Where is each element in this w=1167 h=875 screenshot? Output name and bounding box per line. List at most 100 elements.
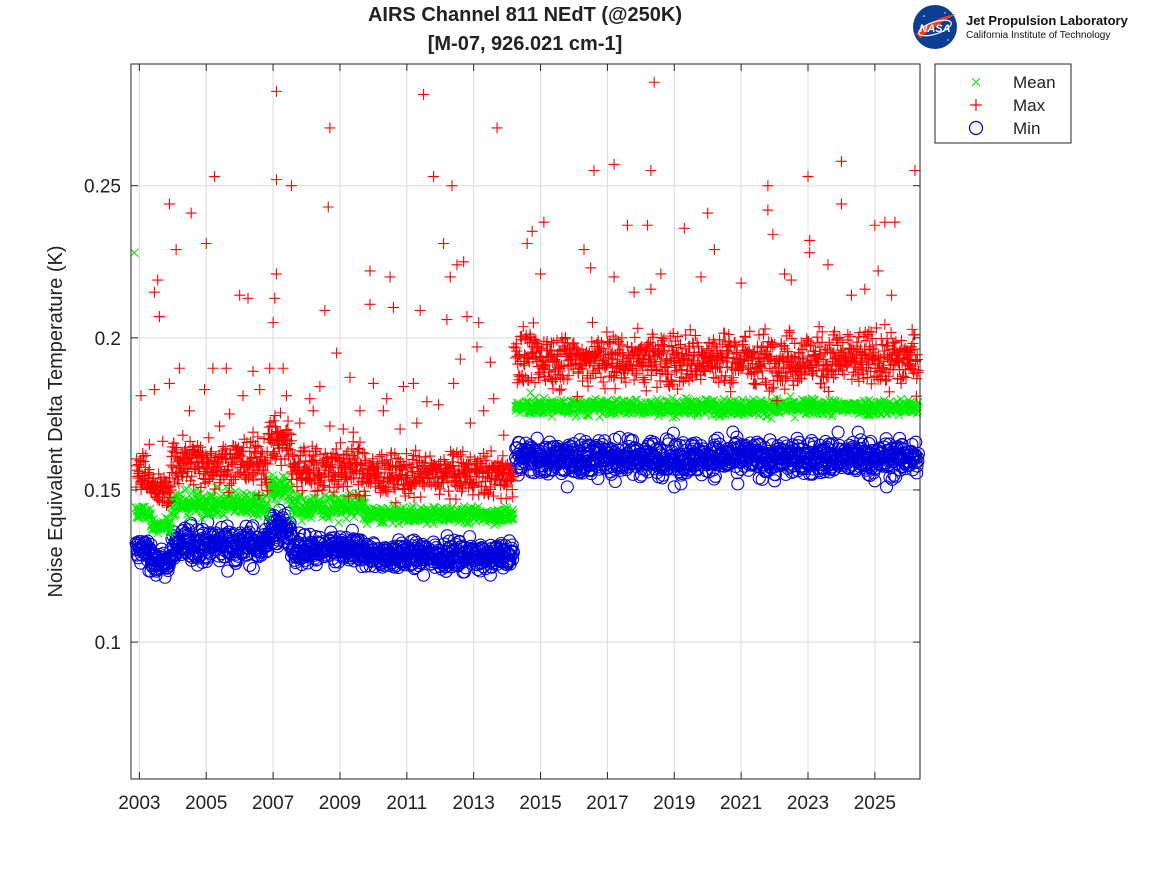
chart-title-line2: [M-07, 926.021 cm-1]: [427, 33, 623, 55]
nasa-wordmark: NASA: [919, 23, 950, 35]
data-point-min: [439, 564, 453, 578]
data-point-max: [527, 317, 539, 329]
data-point-min: [221, 564, 235, 578]
data-point-max: [507, 491, 519, 503]
data-point-mean: [165, 526, 175, 536]
data-point-min: [326, 537, 340, 551]
data-point-mean: [169, 509, 178, 519]
data-point-min: [612, 430, 627, 444]
data-point-max: [203, 432, 215, 444]
data-point-min: [231, 549, 245, 563]
data-point-min: [910, 459, 924, 473]
data-point-min: [804, 434, 819, 448]
series-min: [129, 425, 925, 584]
outlier-point-min: [667, 480, 681, 494]
data-point-min: [842, 461, 856, 476]
data-point-min: [777, 436, 791, 450]
data-point-min: [284, 529, 298, 543]
data-point-max: [252, 431, 264, 443]
data-point-mean: [197, 514, 207, 523]
outlier-point-min: [530, 431, 544, 445]
data-point-max: [311, 485, 323, 497]
data-point-mean: [188, 486, 198, 496]
data-point-min: [748, 438, 762, 452]
data-point-min: [687, 439, 701, 453]
data-point-min: [279, 530, 293, 544]
outlier-point-min: [711, 431, 725, 445]
data-point-max: [517, 321, 529, 333]
data-marks: [129, 76, 925, 584]
data-point-min: [817, 442, 832, 456]
data-point-min: [503, 554, 517, 568]
data-point-min: [591, 471, 605, 486]
data-point-min: [243, 558, 257, 572]
outlier-point-min: [731, 477, 745, 491]
outlier-point-min: [880, 480, 894, 494]
data-point-min: [295, 558, 309, 572]
data-point-max: [140, 449, 152, 461]
series-mean: [129, 248, 923, 539]
data-point-max: [275, 407, 287, 419]
data-point-min: [471, 562, 485, 577]
outlier-point-min: [868, 474, 882, 488]
outlier-point-min: [416, 568, 431, 582]
data-point-min: [668, 439, 682, 453]
data-point-max: [448, 448, 460, 460]
data-point-mean: [164, 518, 174, 528]
data-point-min: [707, 472, 721, 486]
data-point-min: [864, 434, 878, 448]
data-point-min: [695, 468, 709, 482]
data-point-min: [911, 454, 925, 468]
jpl-lab-name: Jet Propulsion Laboratory: [966, 13, 1128, 28]
data-point-mean: [171, 509, 181, 519]
data-point-min: [284, 522, 298, 536]
outlier-point-min: [560, 480, 574, 494]
data-point-min: [277, 527, 291, 541]
outlier-point-min: [644, 434, 658, 448]
data-point-mean: [146, 510, 156, 520]
data-point-mean: [146, 509, 155, 518]
data-point-mean: [183, 512, 193, 522]
chart-title-line1: AIRS Channel 811 NEdT (@250K): [367, 4, 683, 26]
data-point-min: [768, 468, 782, 482]
jpl-logo: NASA Jet Propulsion Laboratory Californi…: [912, 4, 1162, 50]
data-point-max: [497, 450, 509, 462]
data-point-min: [889, 470, 903, 484]
data-point-min: [191, 547, 205, 561]
data-point-max: [473, 489, 485, 501]
data-point-min: [506, 545, 520, 559]
data-point-min: [463, 530, 477, 544]
outlier-point-mean: [129, 248, 139, 258]
data-point-max: [511, 377, 523, 389]
data-point-mean: [334, 518, 344, 527]
outlier-point-mean: [526, 388, 535, 397]
data-point-max: [400, 448, 412, 460]
outlier-point-min: [851, 425, 865, 439]
data-point-max: [443, 485, 455, 497]
outlier-point-min: [674, 477, 688, 491]
data-point-min: [779, 467, 793, 481]
data-point-mean: [192, 489, 202, 499]
data-point-min: [608, 474, 622, 489]
data-point-max: [415, 491, 427, 503]
outlier-point-min: [149, 568, 163, 582]
jpl-institute: California Institute of Technology: [966, 30, 1111, 41]
data-point-min: [847, 439, 861, 453]
data-point-mean: [182, 484, 192, 494]
data-point-max: [130, 481, 142, 493]
outlier-point-min: [768, 474, 782, 488]
data-point-mean: [219, 510, 229, 520]
data-point-min: [911, 447, 925, 461]
data-point-max: [331, 481, 343, 493]
outlier-point-min: [831, 425, 845, 439]
data-point-min: [188, 549, 202, 563]
data-point-min: [272, 503, 286, 517]
data-point-min: [246, 519, 260, 533]
data-point-min: [259, 545, 273, 559]
data-point-max: [354, 436, 366, 448]
outlier-point-min: [483, 568, 497, 582]
data-point-max: [282, 415, 294, 427]
data-point-min: [708, 433, 722, 448]
data-point-max: [500, 493, 512, 505]
